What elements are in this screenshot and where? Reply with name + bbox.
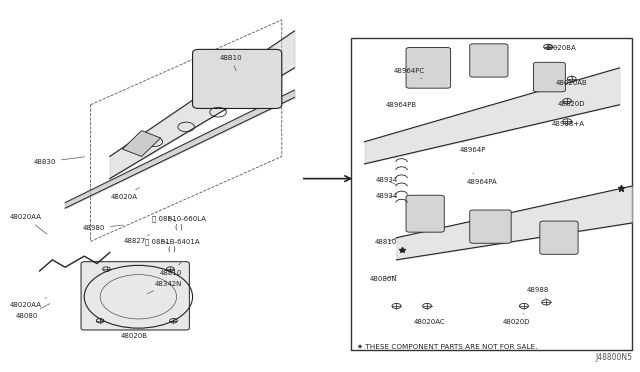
FancyBboxPatch shape	[406, 195, 444, 232]
Text: 48020AA: 48020AA	[10, 214, 47, 234]
FancyBboxPatch shape	[81, 262, 189, 330]
Text: Ⓐ 08B10-660LA
( ): Ⓐ 08B10-660LA ( )	[152, 216, 205, 230]
Text: 48934: 48934	[376, 177, 398, 185]
Text: 48964P: 48964P	[460, 142, 486, 153]
FancyBboxPatch shape	[406, 48, 451, 88]
Text: 48080N: 48080N	[370, 275, 397, 282]
FancyBboxPatch shape	[193, 49, 282, 109]
Text: 48080: 48080	[16, 304, 50, 319]
Text: 48B10: 48B10	[220, 55, 242, 71]
Text: 48810: 48810	[375, 238, 397, 245]
Text: 48964PB: 48964PB	[386, 97, 417, 108]
FancyBboxPatch shape	[470, 210, 511, 243]
Text: 48020AC: 48020AC	[414, 313, 445, 325]
Text: 48020AB: 48020AB	[556, 75, 588, 86]
Text: 48934: 48934	[376, 193, 398, 199]
Text: 48988: 48988	[527, 287, 549, 299]
FancyBboxPatch shape	[540, 221, 578, 254]
Polygon shape	[122, 131, 161, 157]
Text: 48964PA: 48964PA	[467, 173, 498, 185]
Text: ✷ THESE COMPONENT PARTS ARE NOT FOR SALE.: ✷ THESE COMPONENT PARTS ARE NOT FOR SALE…	[357, 344, 538, 350]
Text: 48830: 48830	[33, 157, 84, 165]
Text: 48020BA: 48020BA	[545, 45, 577, 51]
Text: 48020A: 48020A	[111, 187, 140, 200]
Text: 48820D: 48820D	[558, 98, 586, 107]
Bar	[351, 38, 632, 350]
Text: 48020AA: 48020AA	[10, 298, 47, 308]
FancyBboxPatch shape	[534, 62, 565, 92]
Text: 48988+A: 48988+A	[552, 119, 585, 127]
Text: 48980: 48980	[83, 225, 123, 231]
Text: 48020B: 48020B	[120, 326, 147, 339]
Text: 48964PC: 48964PC	[394, 68, 425, 79]
FancyBboxPatch shape	[470, 44, 508, 77]
Text: 48020D: 48020D	[502, 313, 530, 325]
Text: 48342N: 48342N	[147, 281, 182, 294]
Text: 48810: 48810	[160, 263, 182, 276]
Text: 48827: 48827	[124, 235, 149, 244]
Text: J48800N5: J48800N5	[595, 353, 632, 362]
Text: ⓝ 08B1B-6401A
( ): ⓝ 08B1B-6401A ( )	[145, 238, 200, 252]
